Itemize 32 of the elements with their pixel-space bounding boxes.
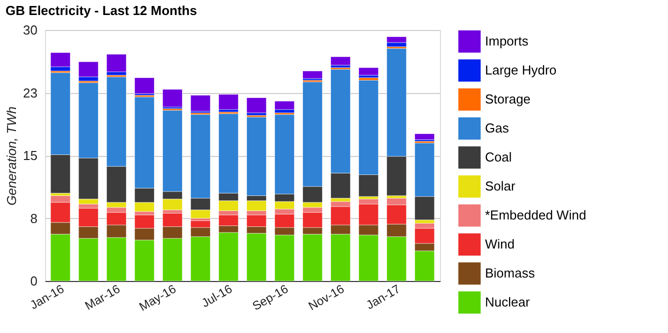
bar	[302, 70, 323, 79]
legend-label: Nuclear	[485, 294, 530, 310]
legend-label: Imports	[485, 34, 529, 48]
bar	[330, 56, 351, 66]
legend-label: Solar	[485, 178, 516, 194]
bar	[274, 100, 295, 110]
bar	[414, 133, 435, 140]
bar	[246, 200, 267, 211]
y-tick-label: 8	[30, 210, 38, 226]
bar	[190, 95, 211, 112]
y-tick-label: 15	[23, 148, 38, 163]
bar	[386, 36, 407, 43]
bar	[106, 54, 126, 72]
bar	[218, 94, 239, 110]
y-axis-title: Generation, TWh	[4, 106, 20, 206]
legend-label: Coal	[485, 150, 512, 164]
bar	[246, 98, 267, 114]
bar	[78, 62, 98, 78]
bar	[358, 67, 379, 76]
y-tick-label: 30	[23, 22, 38, 38]
legend-label: *Embedded Wind	[485, 208, 586, 222]
legend-label: Storage	[485, 92, 531, 106]
y-tick-label: 0	[30, 274, 38, 288]
legend-label: Biomass	[485, 266, 536, 280]
bar	[134, 77, 155, 94]
y-tick-label: 23	[23, 85, 38, 100]
bar	[50, 52, 70, 68]
legend-label: Large Hydro	[485, 62, 557, 78]
bar	[162, 89, 183, 108]
legend-label: Gas	[485, 120, 510, 136]
chart-title: GB Electricity - Last 12 Months	[6, 3, 197, 18]
legend-label: Wind	[485, 236, 515, 252]
